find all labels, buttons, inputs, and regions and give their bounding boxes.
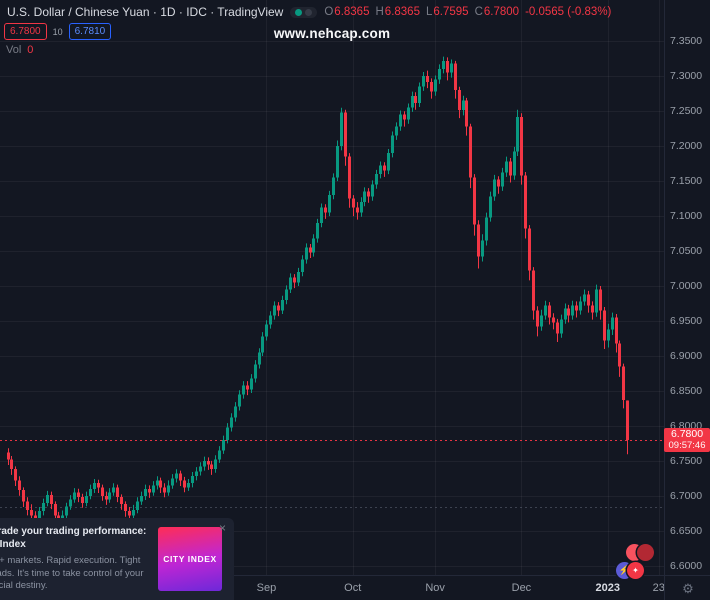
price-tick-label: 7.0000 (670, 280, 703, 292)
high-value: 6.8365 (384, 6, 420, 18)
low-label: L (425, 6, 433, 18)
ad-close-icon[interactable]: × (218, 521, 226, 535)
time-axis-label: 2023 (595, 582, 620, 594)
buy-button[interactable]: 6.7810 (68, 23, 112, 40)
reaction-bubbles-bottom: ⚡ ✦ (616, 562, 644, 579)
ohlc-values: O 6.8365 H 6.8365 L 6.7595 C 6.7800 -0.0565 … (324, 6, 611, 18)
high-label: H (375, 6, 384, 18)
price-tick-label: 6.6000 (670, 559, 703, 572)
ad-body: 1000+ markets. Rapid execution. Tight sp… (0, 554, 144, 592)
spread-value: 10 (52, 26, 63, 37)
price-tick-label: 6.8500 (670, 384, 703, 397)
price-tick-label: 6.7500 (670, 454, 703, 467)
time-axis-label: Nov (425, 582, 445, 594)
price-tick-label: 7.2500 (670, 105, 703, 118)
gear-icon[interactable]: ⚙ (682, 580, 694, 596)
low-value: 6.7595 (433, 6, 469, 18)
price-tick-label: 7.0500 (670, 245, 703, 258)
price-tick-label: 7.1000 (670, 210, 703, 223)
trade-widget: 6.7800 10 6.7810 (4, 23, 112, 40)
candlestick-series (7, 56, 629, 527)
price-tick-label: 7.2000 (670, 140, 703, 153)
volume-value: 0 (27, 44, 34, 56)
open-value: 6.8365 (334, 6, 370, 18)
price-axis[interactable]: 7.3500 7.3000 7.2500 7.2000 7.1500 7.1000 7.05… (664, 0, 710, 575)
close-value: 6.7800 (483, 6, 520, 18)
symbol-title[interactable]: U.S. Dollar / Chinese Yuan · 1D · IDC · … (7, 5, 284, 19)
ad-banner[interactable]: Upgrade your trading performance: City I… (0, 518, 234, 600)
price-tick-label: 6.7000 (670, 489, 703, 502)
ad-text: Upgrade your trading performance: City I… (0, 525, 148, 593)
ad-brand-name: CITY INDEX (163, 554, 217, 564)
last-price-tag[interactable]: 6.7800 09:57:46 (664, 427, 710, 452)
spark-bubble-icon[interactable]: ✦ (627, 562, 644, 579)
site-watermark: www.nehcap.com (273, 26, 391, 41)
bar-countdown: 09:57:46 (668, 439, 706, 451)
close-label: C (474, 6, 483, 18)
chart-legend: U.S. Dollar / Chinese Yuan · 1D · IDC · … (7, 5, 611, 19)
chart-canvas[interactable] (0, 0, 664, 575)
volume-indicator: Vol 0 (6, 44, 33, 56)
price-tick-label: 6.9500 (670, 314, 703, 327)
status-dot-icon (295, 8, 303, 16)
price-tick-label: 7.1500 (670, 175, 703, 188)
open-label: O (324, 6, 334, 18)
time-axis-label: Dec (511, 582, 532, 594)
reaction-bubble-icon[interactable] (637, 544, 654, 561)
volume-label: Vol (6, 44, 22, 56)
change-value: -0.0565 (-0.83%) (525, 6, 612, 18)
ad-title: Upgrade your trading performance: City I… (0, 525, 147, 550)
time-axis-label: Sep (256, 582, 277, 594)
price-tick-label: 7.3500 (670, 35, 703, 48)
ad-brand-tile[interactable]: CITY INDEX (158, 527, 222, 591)
data-status-toggle[interactable] (290, 6, 318, 18)
axis-corner: ⚙ (664, 575, 710, 600)
sell-button[interactable]: 6.7800 (4, 23, 47, 40)
time-axis-label: 23 (652, 582, 664, 594)
last-price-value: 6.7800 (670, 427, 704, 440)
price-tick-label: 6.6500 (670, 524, 703, 537)
reaction-bubbles-top (626, 544, 654, 561)
status-dot-off-icon (305, 8, 313, 16)
price-tick-label: 6.9000 (670, 349, 703, 362)
time-axis-label: Oct (344, 582, 362, 594)
price-tick-label: 7.3000 (670, 70, 703, 83)
